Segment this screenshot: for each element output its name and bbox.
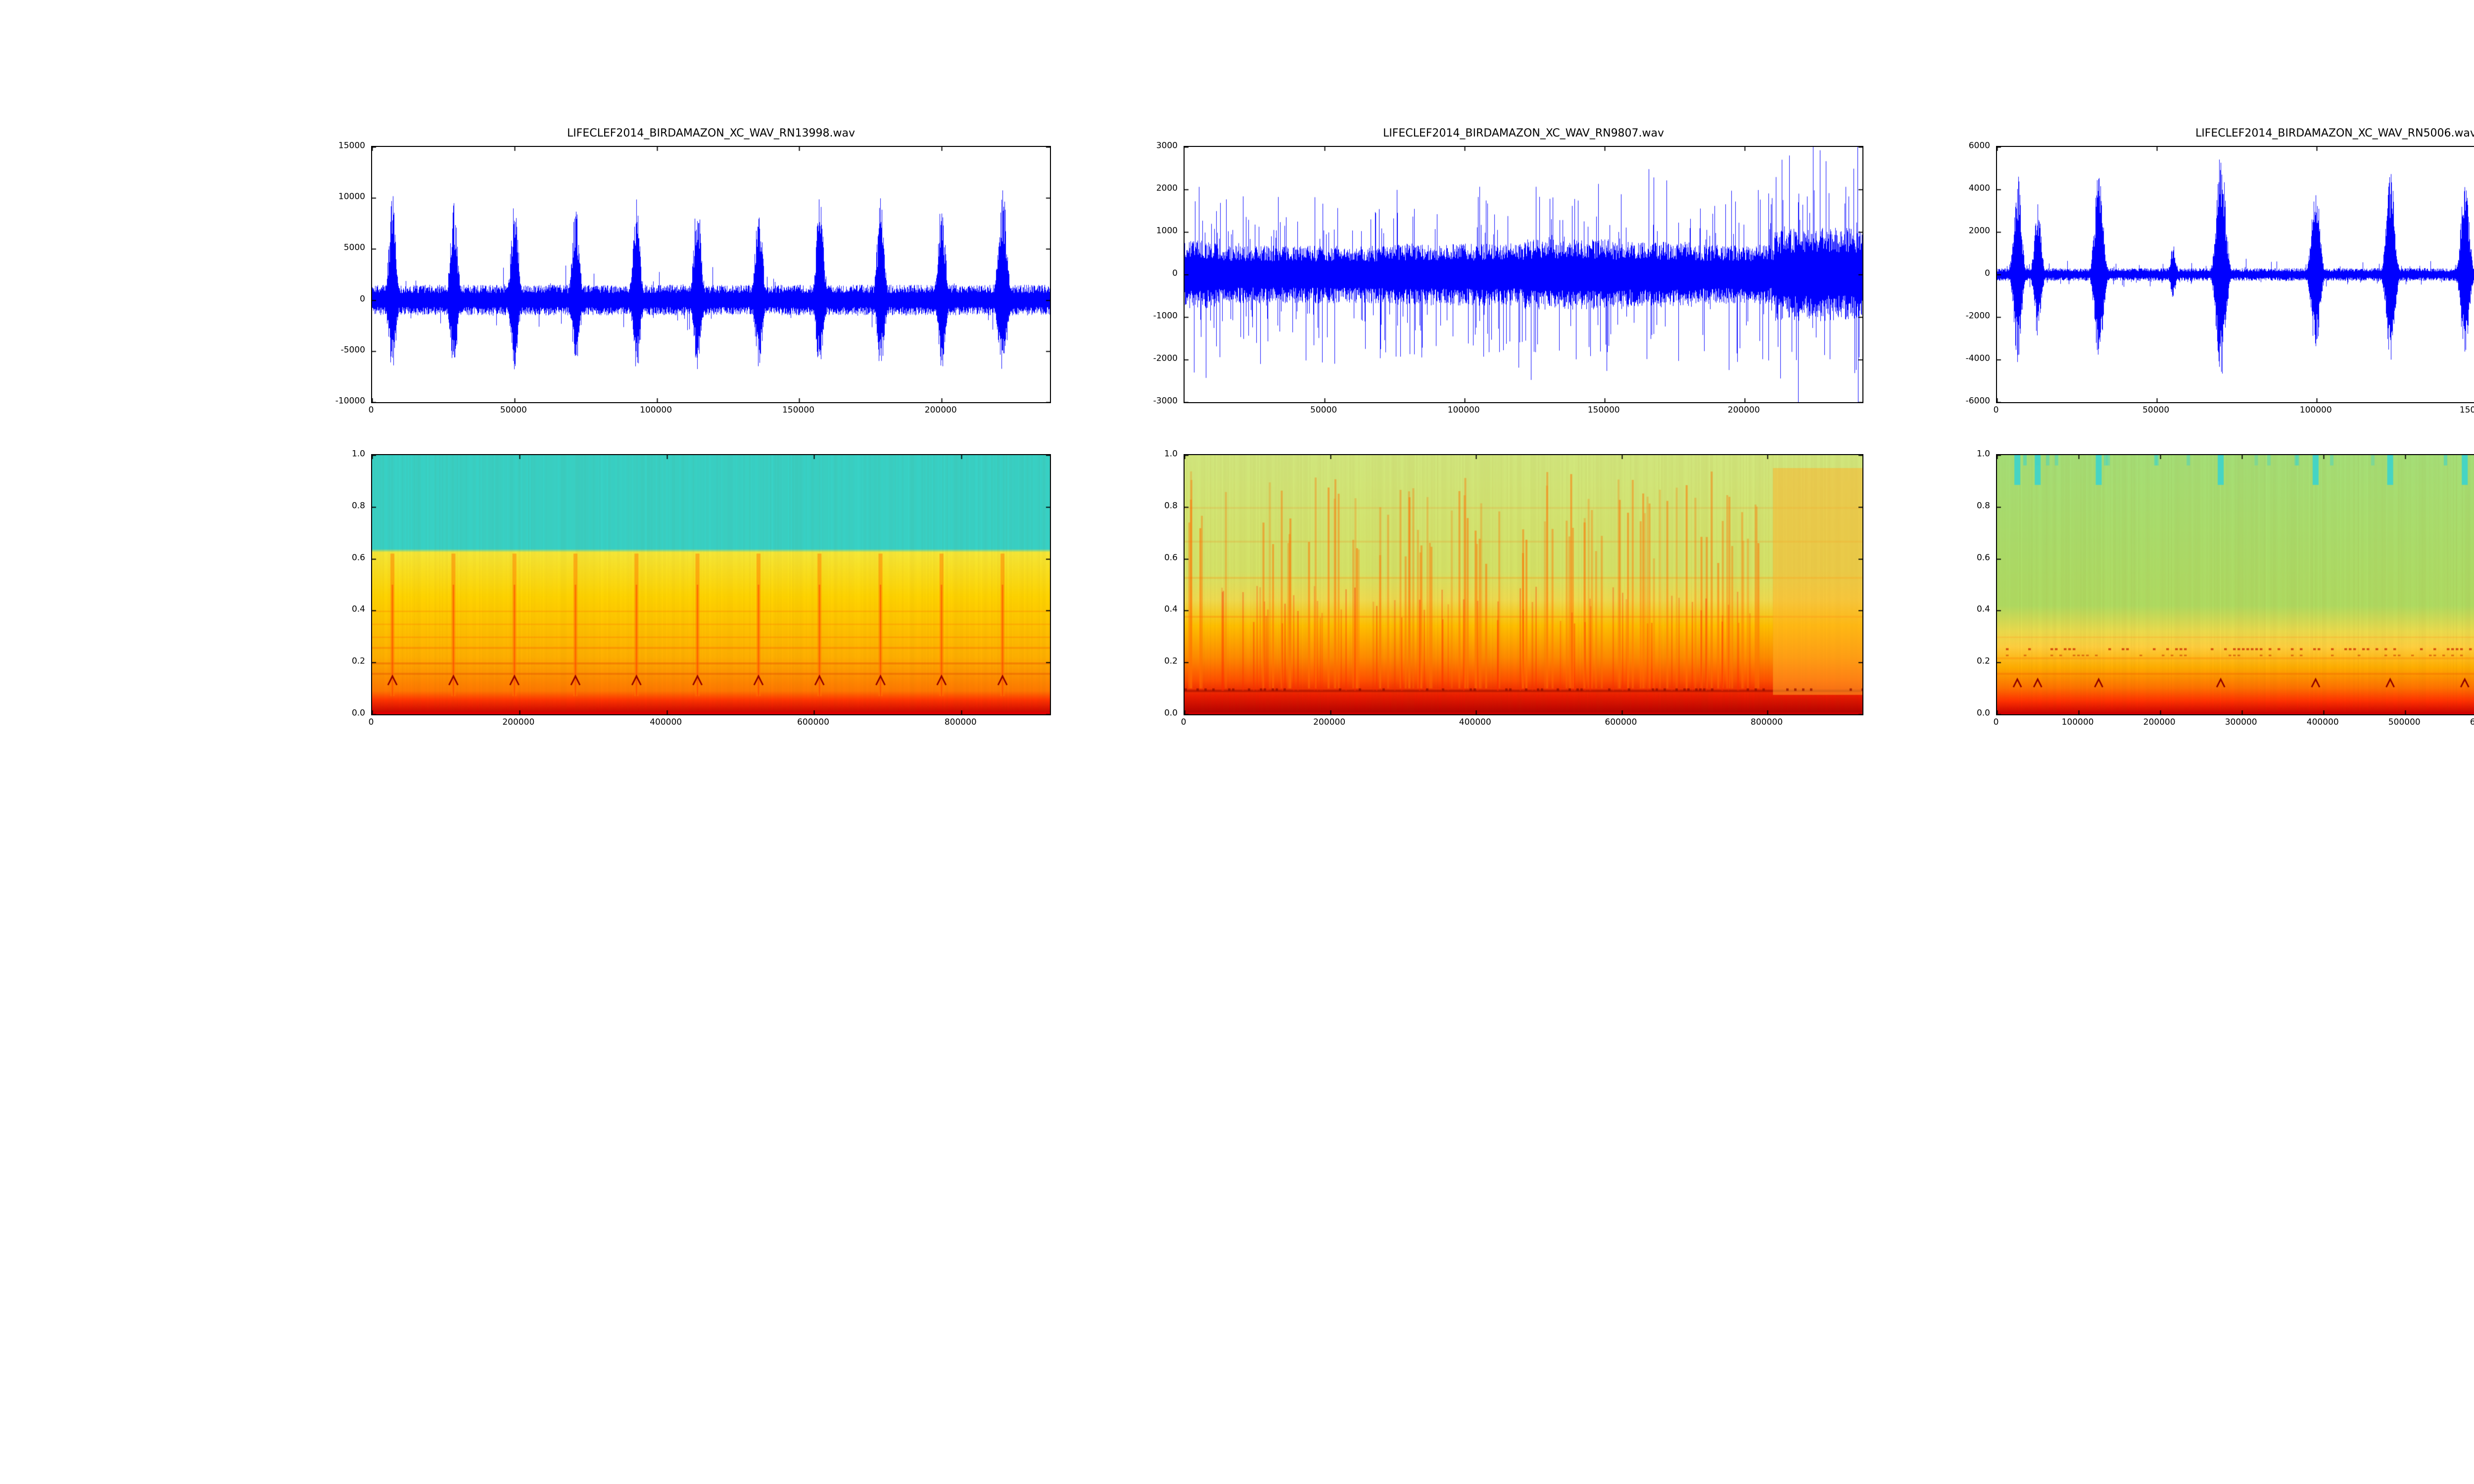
x-tick-label: 50000 (1310, 405, 1337, 415)
y-tick-label: 0 (1985, 268, 1990, 278)
axes-spectrogram-rn5006 (1996, 454, 2474, 715)
y-tick-label: 15000 (338, 140, 365, 151)
y-tick-label: 2000 (1156, 183, 1178, 193)
axes-spectrogram-rn9807 (1184, 454, 1863, 715)
waveform-canvas (1997, 147, 2474, 402)
x-tick-label: 100000 (640, 405, 672, 415)
subplot-spectrogram-rn5006: 0.0 0.2 0.4 0.6 0.8 1.0 0 100000 200000 300000 400… (1977, 450, 2474, 727)
y-tick-label: -2000 (1965, 311, 1990, 321)
y-tick-label: 0.4 (1976, 604, 1990, 614)
x-tick-label: 100000 (1447, 405, 1480, 415)
y-tick-label: 1.0 (1976, 449, 1990, 459)
subplot-waveform-rn9807: LIFECLEF2014_BIRDAMAZON_XC_WAV_RN9807.wa… (1153, 127, 1863, 415)
y-tick-label: 0.8 (1164, 501, 1178, 511)
x-tick-label: 200000 (924, 405, 957, 415)
axes-waveform-rn9807 (1184, 146, 1863, 403)
axes-spectrogram-rn13998 (371, 454, 1051, 715)
y-tick-label: 2000 (1968, 226, 1990, 236)
subplot-waveform-rn5006: LIFECLEF2014_BIRDAMAZON_XC_WAV_RN5006.wa… (1966, 127, 2474, 415)
y-tick-label: 0.0 (1976, 708, 1990, 718)
x-tick-label: 0 (1993, 405, 1999, 415)
y-tick-label: 0.6 (1164, 553, 1178, 563)
y-tick-label: -1000 (1153, 311, 1178, 321)
x-tick-label: 300000 (2225, 717, 2257, 727)
y-tick-label: 0.2 (1164, 656, 1178, 666)
y-tick-label: 1000 (1156, 226, 1178, 236)
x-tick-label: 800000 (1751, 717, 1783, 727)
subplot-spectrogram-rn13998: 0.0 0.2 0.4 0.6 0.8 1.0 0 200000 400000 600000 800… (352, 450, 1051, 727)
axes-waveform-rn13998 (371, 146, 1051, 403)
y-tick-label: 0 (360, 294, 365, 304)
x-tick-label: 50000 (2142, 405, 2170, 415)
x-tick-label: 0 (1993, 717, 1999, 727)
axes-waveform-rn5006 (1996, 146, 2474, 403)
x-tick-label: 200000 (2143, 717, 2176, 727)
y-tick-label: -2000 (1153, 353, 1178, 364)
y-tick-label: 0.8 (351, 501, 365, 511)
y-tick-label: -5000 (340, 345, 365, 355)
x-tick-label: 100000 (2299, 405, 2332, 415)
y-tick-label: 1.0 (1164, 449, 1178, 459)
spectrogram-canvas (372, 455, 1050, 714)
x-tick-label: 400000 (2306, 717, 2339, 727)
x-tick-label: 600000 (797, 717, 829, 727)
x-tick-label: 400000 (650, 717, 682, 727)
y-tick-label: 0.0 (1164, 708, 1178, 718)
y-tick-label: 0.0 (351, 708, 365, 718)
x-tick-label: 150000 (782, 405, 814, 415)
plot-title: LIFECLEF2014_BIRDAMAZON_XC_WAV_RN13998.w… (567, 127, 856, 139)
x-tick-label: 50000 (500, 405, 527, 415)
plot-title: LIFECLEF2014_BIRDAMAZON_XC_WAV_RN9807.wa… (1382, 127, 1665, 139)
subplot-waveform-rn13998: LIFECLEF2014_BIRDAMAZON_XC_WAV_RN13998.w… (335, 127, 1051, 415)
y-tick-label: 5000 (343, 242, 365, 253)
x-tick-label: 200000 (502, 717, 535, 727)
x-tick-label: 400000 (1459, 717, 1491, 727)
y-tick-label: 0.2 (351, 656, 365, 666)
y-tick-label: 0.4 (351, 604, 365, 614)
waveform-canvas (372, 147, 1050, 402)
y-tick-label: 0.6 (351, 553, 365, 563)
x-tick-label: 500000 (2388, 717, 2421, 727)
y-tick-label: 0.4 (1164, 604, 1178, 614)
y-tick-label: 10000 (338, 191, 365, 202)
x-tick-label: 0 (368, 405, 374, 415)
waveform-canvas (1185, 147, 1862, 402)
y-tick-label: 6000 (1968, 140, 1990, 151)
y-tick-label: 4000 (1968, 183, 1990, 193)
y-tick-label: 1.0 (351, 449, 365, 459)
y-tick-label: -6000 (1965, 396, 1990, 406)
x-tick-label: 200000 (1727, 405, 1760, 415)
subplot-spectrogram-rn9807: 0.0 0.2 0.4 0.6 0.8 1.0 0 200000 400000 600000 800… (1164, 450, 1863, 727)
plot-title: LIFECLEF2014_BIRDAMAZON_XC_WAV_RN5006.wa… (2195, 127, 2474, 139)
y-tick-label: 0 (1172, 268, 1178, 278)
y-tick-label: 3000 (1156, 140, 1178, 151)
x-tick-label: 150000 (2459, 405, 2474, 415)
x-tick-label: 0 (1181, 717, 1187, 727)
spectrogram-canvas (1997, 455, 2474, 714)
y-tick-label: 0.2 (1976, 656, 1990, 666)
x-tick-label: 150000 (1587, 405, 1620, 415)
spectrogram-canvas (1185, 455, 1862, 714)
x-tick-label: 200000 (1313, 717, 1346, 727)
y-tick-label: -10000 (335, 396, 365, 406)
x-tick-label: 0 (368, 717, 374, 727)
y-tick-label: -3000 (1153, 396, 1178, 406)
y-tick-label: 0.8 (1976, 501, 1990, 511)
x-tick-label: 800000 (944, 717, 977, 727)
y-tick-label: 0.6 (1976, 553, 1990, 563)
y-tick-label: -4000 (1965, 353, 1990, 364)
x-tick-label: 600000 (2470, 717, 2474, 727)
x-tick-label: 600000 (1605, 717, 1637, 727)
x-tick-label: 100000 (2061, 717, 2094, 727)
